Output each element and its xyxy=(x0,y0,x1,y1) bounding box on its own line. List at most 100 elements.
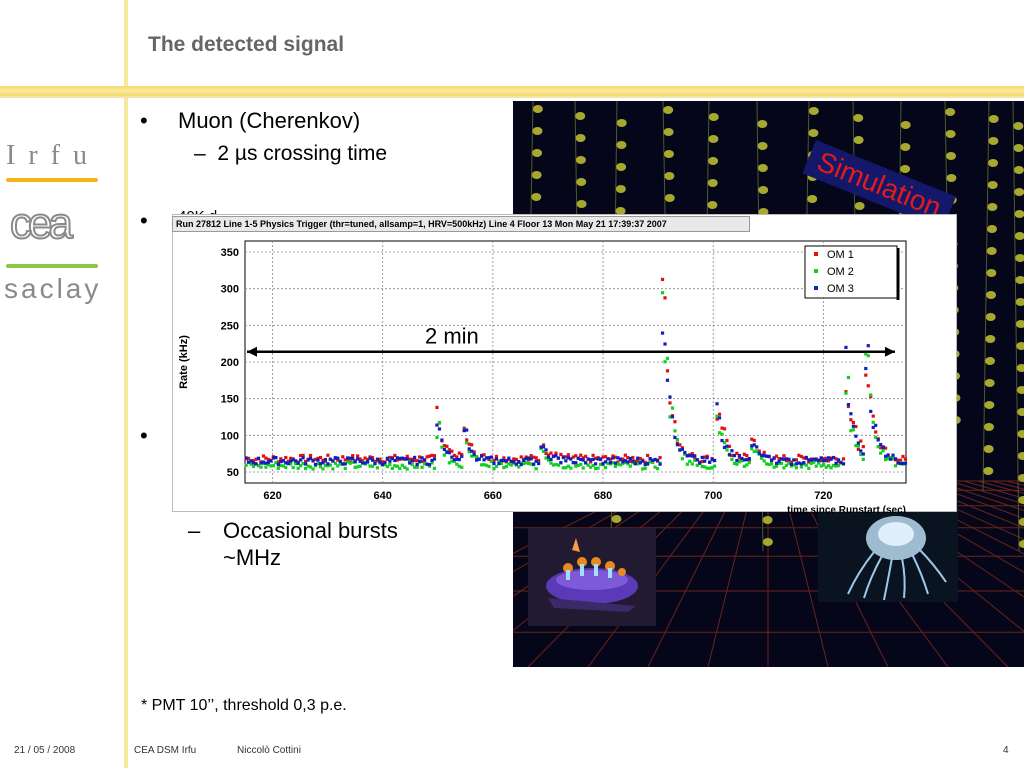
data-point xyxy=(465,441,469,445)
sub-bullet-marker: – xyxy=(188,518,201,543)
data-point xyxy=(289,462,293,466)
y-tick-label: 300 xyxy=(221,284,239,296)
data-point xyxy=(244,456,248,460)
data-point xyxy=(737,456,741,460)
data-point xyxy=(856,444,860,448)
data-point xyxy=(611,461,615,465)
data-point xyxy=(470,449,474,453)
logo-green-bar xyxy=(6,264,98,268)
data-point xyxy=(566,464,570,468)
bullet-text: Muon (Cherenkov) xyxy=(178,108,361,133)
data-point xyxy=(703,455,707,459)
data-point xyxy=(527,458,531,462)
data-point xyxy=(641,467,645,471)
data-point xyxy=(574,454,578,458)
data-point xyxy=(326,462,330,466)
data-point xyxy=(264,465,268,469)
data-point xyxy=(789,460,794,464)
data-point xyxy=(556,456,561,460)
data-point xyxy=(393,453,397,458)
data-point xyxy=(638,456,642,461)
data-point xyxy=(809,461,813,465)
data-point xyxy=(584,461,588,465)
data-point xyxy=(680,457,684,461)
data-point xyxy=(596,466,600,470)
data-point xyxy=(465,438,469,442)
data-point xyxy=(643,462,647,467)
data-point xyxy=(281,459,285,463)
data-point xyxy=(621,460,625,464)
data-point xyxy=(418,459,422,463)
data-point xyxy=(774,464,779,468)
data-point xyxy=(760,456,764,460)
data-point xyxy=(363,461,367,465)
data-point xyxy=(509,463,513,467)
data-point xyxy=(541,449,546,454)
data-point xyxy=(375,459,380,463)
data-point xyxy=(524,457,528,461)
data-point xyxy=(621,457,625,461)
data-point xyxy=(368,464,372,468)
data-point xyxy=(784,457,789,461)
data-point xyxy=(846,404,851,409)
bullet-marker: • xyxy=(140,108,148,133)
data-point xyxy=(581,466,585,470)
data-point xyxy=(343,458,347,462)
bullet-marker-3: • xyxy=(140,423,148,448)
data-point xyxy=(380,462,385,467)
data-point xyxy=(569,457,573,461)
data-point xyxy=(447,448,451,452)
data-point xyxy=(849,429,853,433)
data-point xyxy=(378,457,382,461)
data-point xyxy=(536,458,541,463)
data-point xyxy=(472,452,476,456)
data-point xyxy=(507,456,511,460)
data-point xyxy=(660,277,665,282)
sub-bullet-text: 2 µs crossing time xyxy=(217,142,388,165)
data-point xyxy=(430,458,434,463)
data-point xyxy=(395,458,399,462)
x-tick-label: 640 xyxy=(374,490,392,502)
data-point xyxy=(636,459,640,463)
data-point xyxy=(556,463,561,467)
data-point xyxy=(735,451,739,455)
data-point xyxy=(799,465,803,469)
data-point xyxy=(690,452,694,456)
data-point xyxy=(457,451,461,455)
data-point xyxy=(370,464,375,468)
sub-bullet-marker: – xyxy=(194,142,206,165)
data-point xyxy=(427,454,432,458)
data-point xyxy=(447,461,451,465)
data-point xyxy=(740,459,744,463)
data-point xyxy=(353,460,357,464)
data-point xyxy=(688,459,692,463)
data-point xyxy=(470,443,474,447)
data-point xyxy=(859,449,863,453)
data-point xyxy=(348,456,352,460)
data-point xyxy=(809,458,813,462)
y-tick-label: 250 xyxy=(221,320,239,332)
data-point xyxy=(534,456,538,460)
data-point xyxy=(259,465,263,469)
data-point xyxy=(442,453,447,457)
data-point xyxy=(457,464,461,468)
data-point xyxy=(876,445,880,449)
data-point xyxy=(693,456,697,460)
data-point xyxy=(420,465,424,469)
y-axis-label: Rate (kHz) xyxy=(178,335,190,389)
data-point xyxy=(544,448,548,452)
x-tick-label: 700 xyxy=(704,490,722,502)
data-point xyxy=(442,447,447,452)
data-point xyxy=(722,440,727,445)
data-point xyxy=(881,449,885,453)
data-point xyxy=(879,451,883,455)
data-point xyxy=(606,461,610,465)
data-point xyxy=(767,455,771,459)
data-point xyxy=(606,457,610,461)
data-point xyxy=(351,457,355,461)
legend-marker xyxy=(814,252,818,256)
data-point xyxy=(279,457,283,461)
data-point xyxy=(655,467,660,471)
data-point xyxy=(841,457,846,461)
data-point xyxy=(695,458,699,462)
